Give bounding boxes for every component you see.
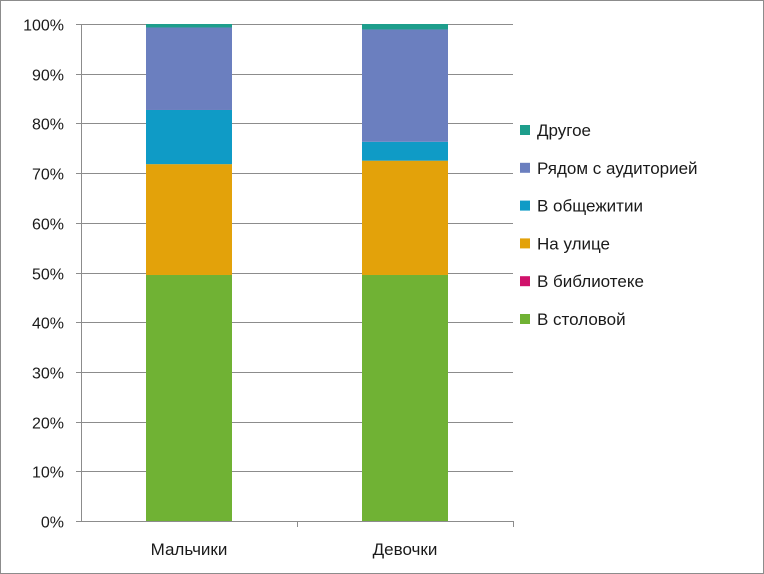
y-tick-label: 30% bbox=[32, 366, 64, 383]
y-tick-label: 0% bbox=[41, 515, 64, 532]
bar-segment bbox=[362, 141, 448, 161]
bar-segment bbox=[362, 24, 448, 30]
gridlines bbox=[81, 24, 513, 472]
bar-segment bbox=[146, 164, 232, 275]
bar-segment bbox=[362, 274, 448, 521]
legend-label: В общежитии bbox=[537, 197, 643, 216]
legend-swatch bbox=[520, 125, 530, 135]
legend-swatch bbox=[520, 200, 530, 211]
legend-label: В библиотеке bbox=[537, 272, 644, 291]
x-tick-label: Мальчики bbox=[151, 540, 228, 559]
legend-label: Рядом с аудиторией bbox=[537, 159, 698, 178]
bar-segment bbox=[146, 24, 232, 28]
x-axis-tick-labels: Мальчики Девочки bbox=[151, 540, 438, 559]
y-tick-label: 50% bbox=[32, 267, 64, 284]
y-tick-label: 20% bbox=[32, 416, 64, 433]
legend: Другое Рядом с аудиторией В общежитии На ул… bbox=[520, 121, 698, 329]
y-tick-label: 80% bbox=[32, 117, 64, 134]
bar-segment bbox=[146, 274, 232, 521]
bar-segment bbox=[362, 160, 448, 275]
legend-swatch bbox=[520, 162, 530, 173]
legend-label: В столовой bbox=[537, 310, 626, 329]
y-tick-label: 40% bbox=[32, 316, 64, 333]
y-tick-label: 90% bbox=[32, 68, 64, 85]
bars bbox=[146, 24, 448, 521]
y-tick-label: 10% bbox=[32, 465, 64, 482]
legend-label: На улице bbox=[537, 234, 610, 253]
y-tick-label: 70% bbox=[32, 167, 64, 184]
legend-swatch bbox=[520, 276, 530, 287]
y-tick-label: 60% bbox=[32, 217, 64, 234]
bar-segment bbox=[146, 27, 232, 110]
x-tick-label: Девочки bbox=[373, 540, 438, 559]
legend-swatch bbox=[520, 314, 530, 324]
bar-segment bbox=[362, 29, 448, 142]
y-axis-tick-labels: 0% 10% 20% 30% 40% 50% 60% 70% 80% 90% 100% bbox=[23, 18, 64, 532]
legend-label: Другое bbox=[537, 121, 591, 140]
bar-segment bbox=[146, 109, 232, 165]
axes bbox=[76, 24, 514, 527]
y-tick-label: 100% bbox=[23, 18, 64, 35]
legend-swatch bbox=[520, 238, 530, 249]
